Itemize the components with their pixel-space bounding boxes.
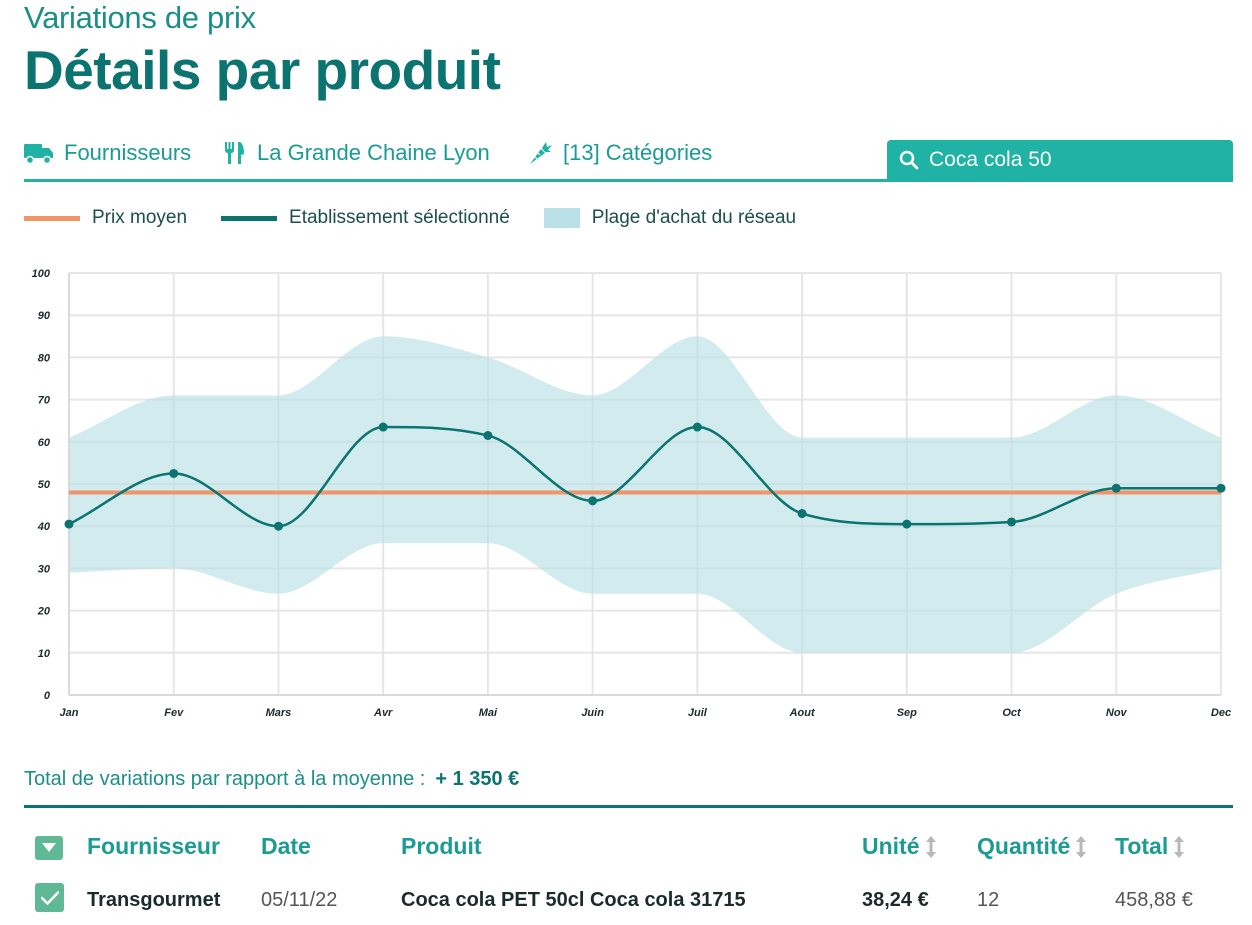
legend-label-range: Plage d'achat du réseau xyxy=(591,207,797,228)
legend-label-selected: Etablissement sélectionné xyxy=(289,207,510,228)
y-tick-label: 10 xyxy=(38,648,51,660)
legend-label-avg: Prix moyen xyxy=(92,207,188,228)
y-tick-label: 80 xyxy=(38,352,51,364)
column-header-unit[interactable]: Unité xyxy=(862,833,936,860)
column-header-product-label: Produit xyxy=(401,833,482,859)
x-tick-label: Avr xyxy=(373,707,393,719)
filter-suppliers[interactable]: Fournisseurs xyxy=(24,140,191,166)
data-point-mai xyxy=(483,430,493,440)
triangle-down-icon xyxy=(42,843,56,852)
column-header-date[interactable]: Date xyxy=(261,833,311,860)
filter-establishment-label: La Grande Chaine Lyon xyxy=(257,140,490,165)
data-point-juil xyxy=(692,422,702,432)
data-point-sep xyxy=(902,519,912,529)
data-point-juin xyxy=(588,496,598,506)
y-tick-label: 60 xyxy=(38,437,51,449)
variation-summary-value: + 1 350 € xyxy=(435,768,520,790)
legend-item-avg: Prix moyen xyxy=(24,207,187,229)
sort-icon[interactable] xyxy=(925,835,936,858)
legend-swatch-avg xyxy=(24,215,80,221)
legend-item-selected: Etablissement sélectionné xyxy=(221,207,510,229)
column-header-date-label: Date xyxy=(261,833,311,859)
column-header-supplier[interactable]: Fournisseur xyxy=(87,833,220,860)
y-tick-label: 0 xyxy=(44,690,51,702)
cell-total: 458,88 € xyxy=(1115,889,1193,911)
data-point-jan xyxy=(64,519,74,529)
filter-categories[interactable]: [13] Catégories xyxy=(527,140,712,166)
cell-supplier: Transgourmet xyxy=(87,889,221,911)
table-header: Fournisseur Date Produit Unité Quantité … xyxy=(0,833,1252,863)
truck-icon xyxy=(24,144,53,164)
x-tick-label: Jan xyxy=(60,707,79,719)
sort-icon[interactable] xyxy=(1174,835,1185,858)
data-point-mars xyxy=(273,521,283,531)
y-tick-label: 100 xyxy=(32,268,51,280)
legend-swatch-range xyxy=(543,208,580,228)
x-tick-label: Aout xyxy=(789,707,816,719)
row-checkbox[interactable] xyxy=(35,883,64,912)
data-point-aout xyxy=(797,509,807,519)
y-tick-label: 20 xyxy=(37,606,51,618)
column-header-total-label: Total xyxy=(1115,833,1169,859)
legend-swatch-selected xyxy=(221,215,278,221)
search-input[interactable] xyxy=(929,148,1219,172)
x-tick-label: Mars xyxy=(266,707,292,719)
column-header-unit-label: Unité xyxy=(862,833,920,859)
x-tick-label: Juin xyxy=(581,707,604,719)
y-tick-label: 70 xyxy=(38,395,51,407)
x-tick-label: Oct xyxy=(1002,707,1022,719)
chart-legend: Prix moyen Etablissement sélectionné Pla… xyxy=(24,207,830,229)
filter-bar: Fournisseurs La Grande Chaine Lyon [13] … xyxy=(24,138,1233,182)
y-tick-label: 40 xyxy=(37,521,51,533)
x-tick-label: Juil xyxy=(688,707,708,719)
cell-date: 05/11/22 xyxy=(261,889,338,911)
column-header-quantity-label: Quantité xyxy=(977,833,1071,859)
x-tick-label: Fev xyxy=(164,707,184,719)
carrot-icon xyxy=(530,142,552,164)
data-point-dec xyxy=(1216,483,1226,493)
data-point-oct xyxy=(1007,517,1017,527)
cell-unit: 38,24 € xyxy=(862,889,929,911)
column-header-supplier-label: Fournisseur xyxy=(87,833,220,859)
x-tick-label: Mai xyxy=(479,707,498,719)
column-header-quantity[interactable]: Quantité xyxy=(977,833,1087,860)
filter-establishment[interactable]: La Grande Chaine Lyon xyxy=(223,140,490,166)
search-box[interactable] xyxy=(887,140,1233,180)
table-row[interactable]: Transgourmet 05/11/22 Coca cola PET 50cl… xyxy=(0,883,1252,917)
filter-suppliers-label: Fournisseurs xyxy=(64,140,192,165)
divider xyxy=(24,805,1233,808)
cell-product: Coca cola PET 50cl Coca cola 31715 xyxy=(401,889,746,911)
column-header-total[interactable]: Total xyxy=(1115,833,1185,860)
check-icon xyxy=(40,890,59,905)
column-header-product[interactable]: Produit xyxy=(401,833,482,860)
range-band xyxy=(69,336,1221,653)
page-title: Détails par produit xyxy=(24,39,501,101)
sort-icon[interactable] xyxy=(1076,835,1087,858)
data-point-fev xyxy=(169,468,179,478)
x-tick-label: Nov xyxy=(1106,707,1128,719)
y-tick-label: 30 xyxy=(38,563,51,575)
data-point-avr xyxy=(378,422,388,432)
variation-summary-label: Total de variations par rapport à la moy… xyxy=(24,768,426,790)
x-tick-label: Dec xyxy=(1211,707,1231,719)
variation-summary: Total de variations par rapport à la moy… xyxy=(24,768,519,791)
filter-categories-label: [13] Catégories xyxy=(563,140,713,165)
cell-quantity: 12 xyxy=(977,889,1000,911)
page-subtitle: Variations de prix xyxy=(24,0,256,35)
search-icon xyxy=(899,150,919,170)
data-point-nov xyxy=(1111,483,1121,493)
legend-item-range: Plage d'achat du réseau xyxy=(543,207,797,229)
select-all-dropdown[interactable] xyxy=(35,836,63,860)
price-chart: 0 10 20 30 40 50 60 70 80 90 100 Jan Fev Mars Avr Mai Ju… xyxy=(32,268,1231,719)
y-tick-label: 90 xyxy=(38,310,51,322)
y-tick-label: 50 xyxy=(38,479,51,491)
x-tick-label: Sep xyxy=(897,707,917,719)
fork-knife-icon xyxy=(225,142,244,164)
